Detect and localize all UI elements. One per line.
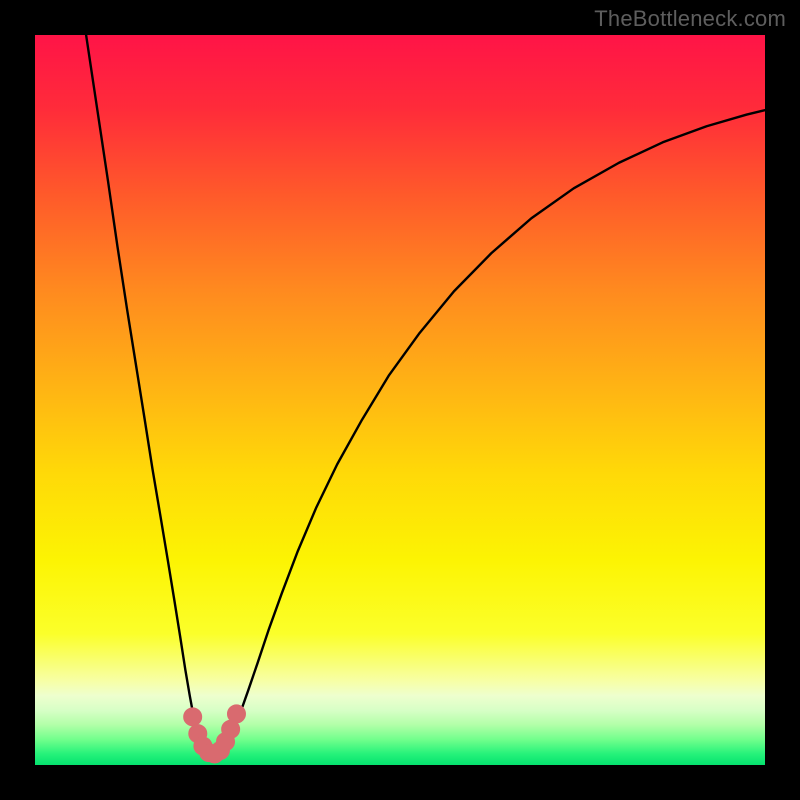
watermark-label: TheBottleneck.com	[594, 6, 786, 32]
plot-svg	[35, 35, 765, 765]
plot-area	[35, 35, 765, 765]
curve-marker	[184, 708, 202, 726]
curve-marker	[227, 705, 245, 723]
chart-container: TheBottleneck.com	[0, 0, 800, 800]
